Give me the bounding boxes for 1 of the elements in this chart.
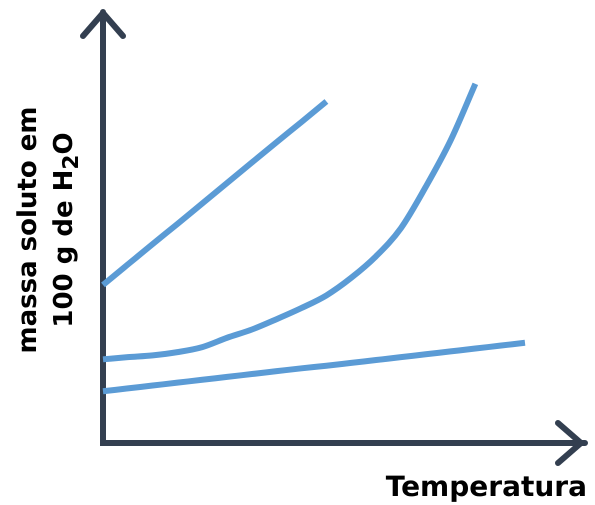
x-axis-title: Temperatura <box>386 470 587 503</box>
